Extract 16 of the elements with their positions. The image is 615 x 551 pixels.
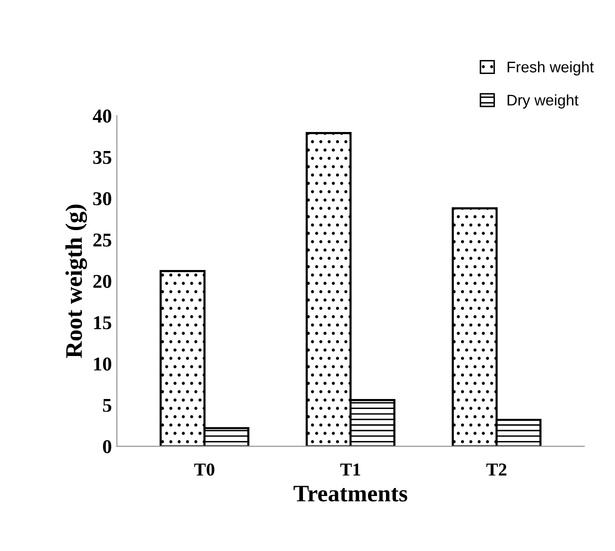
y-tick-label: 25 [93, 234, 112, 247]
x-tick-label: T2 [486, 464, 506, 476]
y-tick-label: 5 [103, 399, 112, 412]
y-tick-label: 35 [93, 150, 112, 164]
y-tick-label: 40 [92, 110, 112, 123]
y-tick-label: 15 [94, 316, 112, 330]
x-tick-label: T0 [194, 464, 214, 476]
legend-label: Dry weight [508, 94, 578, 109]
y-axis-title: Root weigth (g) [65, 204, 87, 358]
y-tick-label: 30 [93, 192, 112, 206]
x-axis-title: Treatments [294, 486, 408, 502]
y-tick-label: 0 [103, 440, 112, 454]
y-tick-label: 20 [93, 274, 112, 288]
legend-label: Fresh weight [508, 61, 594, 76]
y-tick-label: 10 [94, 357, 112, 371]
x-tick-label: T1 [340, 464, 360, 476]
